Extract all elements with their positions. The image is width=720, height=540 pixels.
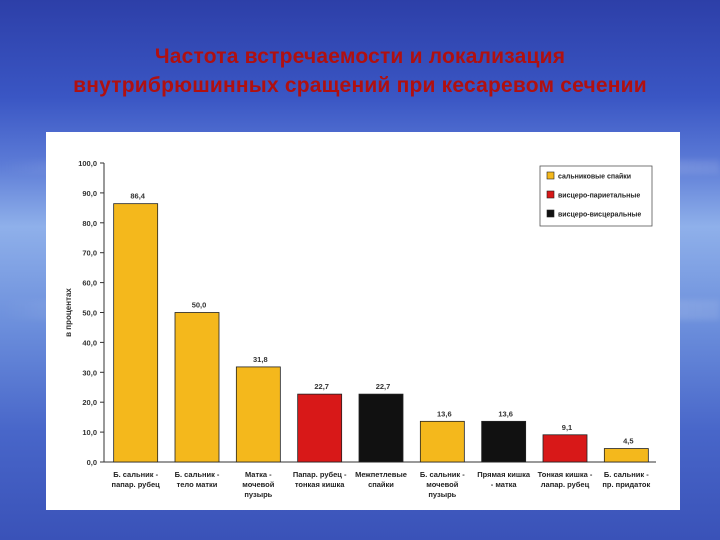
slide-title: Частота встречаемости и локализация внут… (0, 42, 720, 100)
x-tick-label-line: тело матки (177, 480, 218, 489)
bar (603, 448, 649, 463)
bar-chart: 0,0 10,0 20,0 30,0 40,0 50,0 60,0 70,0 80,0 90,0 1… (64, 159, 656, 499)
y-tick-label: 20,0 (82, 398, 97, 407)
legend-box (539, 165, 653, 227)
y-tick-label: 30,0 (82, 368, 97, 377)
x-tick-label: Б. сальник -папар. рубец (112, 470, 161, 489)
x-tick-label: Прямая кишка - матка (477, 470, 531, 489)
bar (297, 393, 343, 463)
bar-value-label: 22,7 (376, 382, 391, 391)
legend-label: сальниковые спайки (558, 173, 631, 181)
x-tick-label-line: пр. придаток (602, 480, 650, 489)
bar (481, 420, 527, 463)
bar (419, 420, 465, 463)
x-tick-label-line: Тонкая кишка - (538, 470, 593, 479)
y-tick-label: 40,0 (82, 338, 97, 347)
x-tick-label-line: Б. сальник - (420, 470, 465, 479)
x-tick-label-line: спайки (368, 480, 394, 489)
legend-label: висцеро-париетальные (558, 193, 640, 200)
x-tick-label: Тонкая кишка -лапар. рубец (538, 470, 593, 489)
y-tick-label: 50,0 (82, 309, 97, 318)
x-tick-label: Б. сальник -пр. придаток (602, 470, 650, 489)
x-tick-label-line: папар. рубец (112, 480, 161, 489)
bar-value-label: 13,6 (437, 409, 452, 418)
legend-swatch (546, 190, 555, 199)
x-tick-label-line: Матка - (245, 470, 272, 479)
y-tick-label: 10,0 (82, 428, 97, 437)
x-tick-label: Межпетлевые спайки (355, 470, 407, 489)
y-tick-label: 70,0 (82, 249, 97, 258)
bar (358, 393, 404, 463)
bar-value-label: 13,6 (498, 409, 513, 418)
x-tick-label-line: мочевой (242, 480, 274, 489)
bar-value-label: 4,5 (623, 437, 633, 446)
x-tick-label-line: Прямая кишка (477, 470, 531, 479)
x-tick-label: Папар. рубец -тонкая кишка (293, 470, 347, 489)
x-tick-label-line: тонкая кишка (295, 480, 345, 489)
bar-value-label: 86,4 (130, 192, 145, 201)
slide-title-line-1: Частота встречаемости и локализация (154, 45, 566, 68)
x-tick-label-line: пузырь (428, 490, 456, 499)
bar-value-label: 22,7 (314, 382, 329, 391)
y-tick-label: 0,0 (87, 458, 97, 467)
bar-value-label: 31,8 (253, 355, 268, 364)
bar (542, 434, 588, 463)
x-tick-label: Матка -мочевой пузырь (242, 470, 274, 499)
x-tick-label-line: пузырь (244, 490, 272, 499)
legend-swatch (546, 209, 555, 218)
bar (174, 312, 220, 463)
bar-value-label: 9,1 (562, 423, 572, 432)
x-tick-label: Б. сальник -тело матки (175, 470, 220, 489)
x-tick-label: Б. сальник -мочевой пузырь (420, 470, 465, 499)
y-axis-label: в процентах (64, 288, 73, 337)
bar (113, 203, 159, 463)
y-tick-label: 100,0 (78, 159, 97, 168)
legend-swatch (546, 171, 555, 180)
bar (235, 366, 281, 463)
x-tick-label-line: мочевой (426, 480, 458, 489)
y-tick-label: 60,0 (82, 279, 97, 288)
bar-value-label: 50,0 (192, 301, 207, 310)
legend-label: висцеро-висцеральные (558, 212, 641, 219)
x-tick-label-line: Межпетлевые (355, 470, 407, 479)
chart-panel: 0,0 10,0 20,0 30,0 40,0 50,0 60,0 70,0 80,0 90,0 1… (46, 132, 680, 510)
x-tick-label-line: Б. сальник - (175, 470, 220, 479)
x-tick-label-line: лапар. рубец (541, 480, 590, 489)
y-tick-label: 80,0 (82, 219, 97, 228)
y-tick-label: 90,0 (82, 189, 97, 198)
x-tick-label-line: Папар. рубец - (293, 470, 347, 479)
x-tick-label-line: - матка (491, 480, 518, 489)
slide-title-line-2: внутрибрюшинных сращений при кесаревом с… (73, 74, 647, 97)
x-tick-label-line: Б. сальник - (113, 470, 158, 479)
x-tick-label-line: Б. сальник - (604, 470, 649, 479)
